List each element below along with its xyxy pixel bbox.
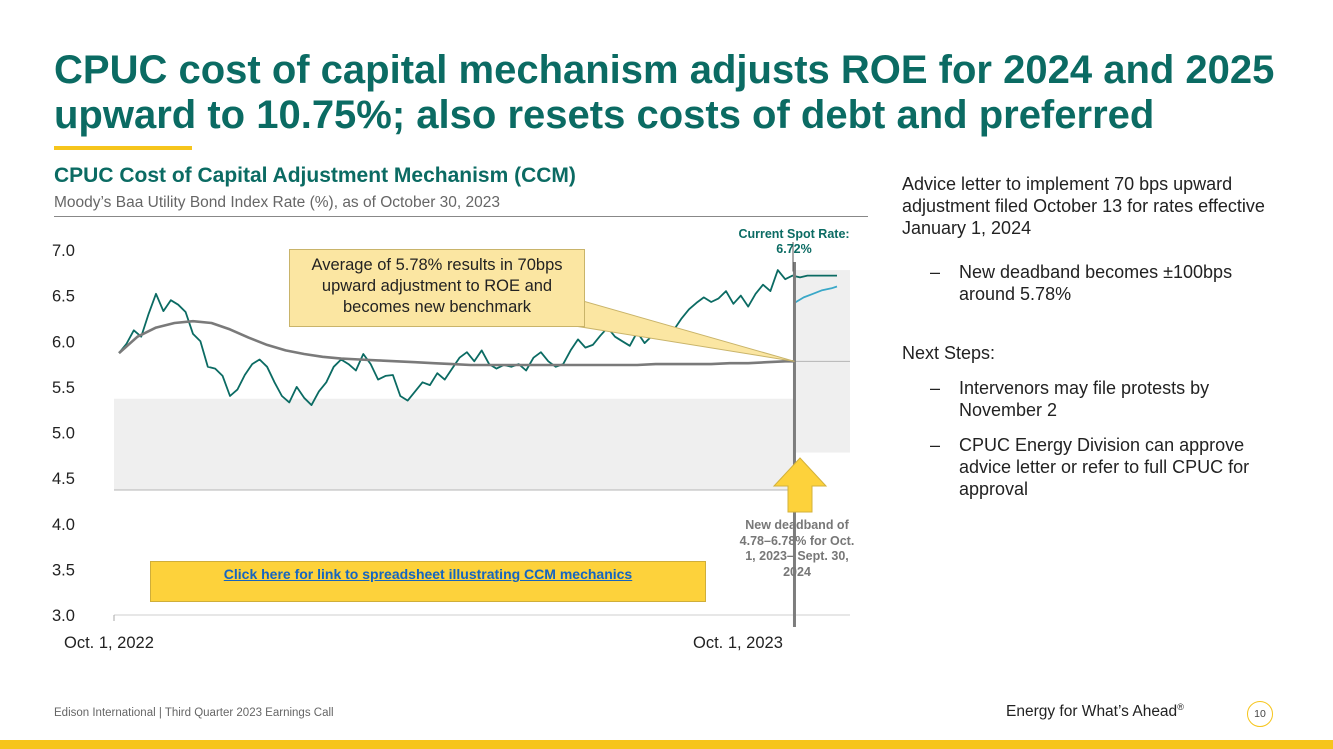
- slide-title: CPUC cost of capital mechanism adjusts R…: [54, 48, 1275, 137]
- registered-mark: ®: [1177, 702, 1184, 712]
- y-axis-ticks: 7.0 6.5 6.0 5.5 5.0 4.5 4.0 3.5 3.0: [52, 242, 75, 625]
- series-bond-index-line: [118, 269, 837, 407]
- y-tick-label: 3.0: [52, 607, 75, 625]
- next-steps-heading: Next Steps:: [902, 343, 996, 363]
- bullet-dash-3: –: [930, 435, 941, 455]
- bullet-dash-1: –: [930, 262, 941, 282]
- page-number: 10: [1247, 701, 1273, 727]
- tagline-text: Energy for What’s Ahead: [1006, 703, 1178, 721]
- intervenors-bullet: Intervenors may file protests by Novembe…: [959, 378, 1210, 420]
- y-tick-label: 6.0: [52, 333, 75, 351]
- y-tick-label: 4.5: [52, 470, 75, 488]
- series-spot-average-line: [794, 285, 838, 304]
- benchmark-callout: Average of 5.78% results in 70bps upward…: [289, 249, 585, 327]
- deadband-bullet: New deadband becomes ±100bps around 5.78…: [959, 262, 1233, 304]
- y-tick-label: 5.0: [52, 425, 75, 443]
- y-tick-label: 6.5: [52, 288, 75, 306]
- gridlines: [113, 360, 850, 621]
- energy-division-bullet: CPUC Energy Division can approve advice …: [959, 435, 1250, 499]
- bottom-accent-bar: [0, 740, 1333, 749]
- spreadsheet-link[interactable]: Click here for link to spreadsheet illus…: [150, 561, 706, 602]
- title-accent-rule: [54, 146, 192, 150]
- chart-heading: CPUC Cost of Capital Adjustment Mechanis…: [54, 164, 576, 187]
- old-deadband-area: [114, 398, 795, 490]
- up-arrow-icon: [772, 457, 828, 513]
- chart-subheading: Moody’s Baa Utility Bond Index Rate (%),…: [54, 194, 501, 211]
- x-tick-label-start: Oct. 1, 2022: [64, 634, 154, 652]
- series-layer: [118, 269, 838, 407]
- y-tick-label: 3.5: [52, 561, 75, 579]
- current-spot-rate-label: Current Spot Rate: 6.72%: [738, 227, 850, 256]
- y-tick-label: 5.5: [52, 379, 75, 397]
- footer-company: Edison International | Third Quarter 202…: [54, 707, 334, 719]
- footer-tagline: Energy for What’s Ahead®: [1006, 702, 1184, 721]
- bullet-dash-2: –: [930, 378, 941, 398]
- chart-subheading-rule: [54, 216, 868, 217]
- series-rolling-average-line: [118, 319, 795, 367]
- y-tick-label: 7.0: [52, 242, 75, 260]
- bond-index-line-chart: 7.0 6.5 6.0 5.5 5.0 4.5 4.0 3.5 3.0: [52, 242, 850, 627]
- x-tick-label-end: Oct. 1, 2023: [693, 634, 783, 652]
- y-tick-label: 4.0: [52, 516, 75, 534]
- new-deadband-note: New deadband of 4.78–6.78% for Oct. 1, 2…: [739, 518, 855, 579]
- advice-letter-paragraph: Advice letter to implement 70 bps upward…: [902, 174, 1265, 238]
